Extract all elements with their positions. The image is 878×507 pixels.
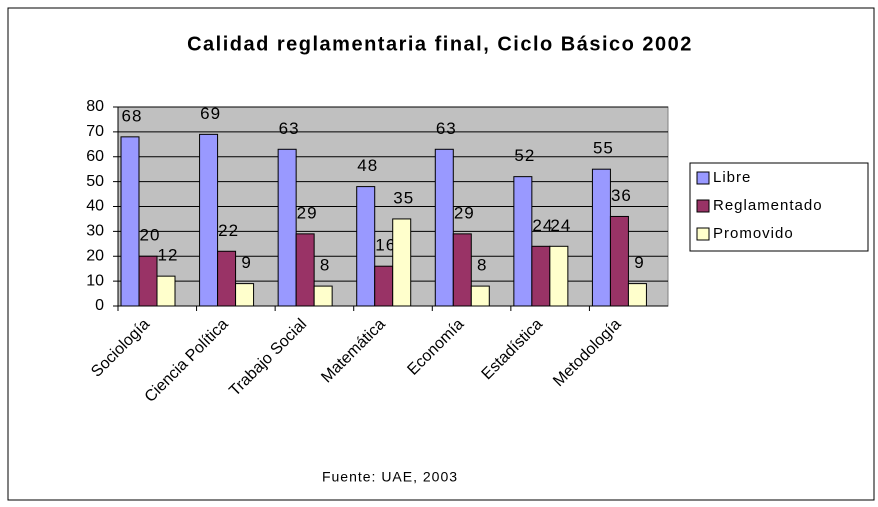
value-label: 8: [320, 256, 330, 275]
value-label: 8: [477, 256, 487, 275]
value-label: 52: [514, 146, 535, 165]
legend-label: Promovido: [713, 225, 794, 242]
value-label: 9: [241, 253, 251, 272]
value-label: 48: [357, 156, 378, 175]
bar: [277, 148, 297, 307]
value-label: 69: [200, 104, 221, 123]
y-tick-label: 80: [86, 98, 104, 115]
value-label: 29: [297, 203, 318, 222]
value-label: 55: [593, 139, 614, 158]
bar: [392, 218, 412, 307]
value-label: 9: [634, 253, 644, 272]
y-tick-label: 50: [86, 173, 104, 190]
bar: [531, 245, 551, 307]
value-label: 22: [218, 221, 239, 240]
legend-swatch: [696, 199, 710, 213]
value-label: 12: [158, 246, 179, 265]
y-tick-label: 0: [95, 297, 104, 314]
value-label: 35: [393, 188, 414, 207]
legend-box: [689, 162, 869, 252]
bar: [434, 148, 454, 307]
source-note: Fuente: UAE, 2003: [322, 469, 458, 485]
value-label: 20: [140, 226, 161, 245]
value-label: 24: [532, 216, 553, 235]
bar: [374, 265, 394, 307]
y-tick-label: 30: [86, 223, 104, 240]
chart-title: Calidad reglamentaria final, Ciclo Básic…: [187, 33, 693, 55]
bar: [627, 283, 647, 307]
value-label: 63: [279, 119, 300, 138]
bar: [609, 215, 629, 307]
bar: [217, 250, 237, 307]
value-label: 16: [375, 236, 396, 255]
bar: [120, 136, 140, 307]
bar: [549, 245, 569, 307]
bar: [356, 186, 376, 307]
bar: [138, 255, 158, 307]
value-label: 29: [454, 203, 475, 222]
bar: [470, 285, 490, 307]
legend-label: Libre: [713, 169, 751, 186]
y-tick-label: 60: [86, 148, 104, 165]
legend-swatch: [696, 171, 710, 185]
legend-swatch: [696, 227, 710, 241]
value-label: 63: [436, 119, 457, 138]
bar: [452, 233, 472, 307]
value-label: 36: [611, 186, 632, 205]
y-tick-label: 40: [86, 198, 104, 215]
bar: [295, 233, 315, 307]
y-tick-label: 10: [86, 272, 104, 289]
value-label: 24: [550, 216, 571, 235]
y-tick-label: 20: [86, 247, 104, 264]
bar: [513, 176, 533, 307]
bar: [156, 275, 176, 307]
bar: [313, 285, 333, 307]
bar: [199, 133, 219, 307]
value-label: 68: [122, 106, 143, 125]
bar: [235, 283, 255, 307]
bar: [591, 168, 611, 307]
legend-label: Reglamentado: [713, 197, 823, 214]
y-tick-label: 70: [86, 123, 104, 140]
